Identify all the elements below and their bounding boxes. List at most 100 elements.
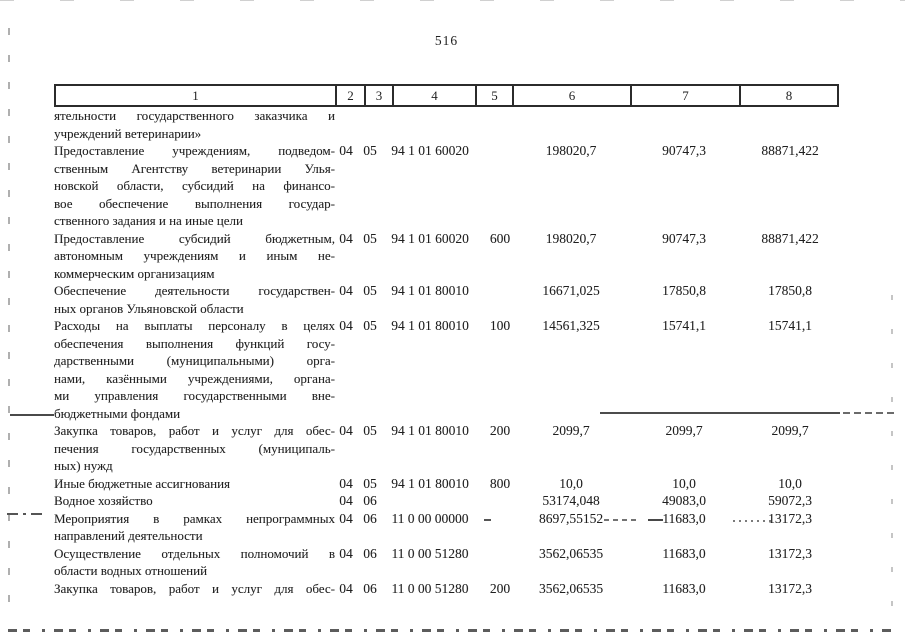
row-title-line: Предоставление субсидий бюджетным, xyxy=(54,230,335,246)
cell-c3: 06 xyxy=(363,510,377,526)
table-row: Закупка товаров, работ и услуг для обес-… xyxy=(54,580,839,598)
scan-artifact-left-margin-dots xyxy=(8,28,10,608)
cell-c6: 2099,7 xyxy=(552,423,590,438)
cell-c2: 04 xyxy=(339,143,353,158)
header-col-8: 8 xyxy=(739,86,837,105)
table-row: Предоставление субсидий бюджетным, автоно… xyxy=(54,230,839,283)
table-row: Иные бюджетные ассигнования 04 05 94 1 01 8… xyxy=(54,475,839,493)
row-title-line: Расходы на выплаты персоналу в целях xyxy=(54,318,335,333)
cell-c4: 11 0 00 00000 xyxy=(391,510,469,526)
table-row: Обеспечение деятельности государствен-ны… xyxy=(54,282,839,317)
cell-c2: 04 xyxy=(339,475,353,491)
row-title: Закупка товаров, работ и услуг для обес- xyxy=(54,580,335,598)
row-title-line: Иные бюджетные ассигнования xyxy=(54,475,231,491)
row-title-line: ятельности государственного заказчика и xyxy=(54,108,335,123)
cell-c4: 94 1 01 60020 xyxy=(391,143,469,158)
table-row: Водное хозяйство 04 06 53174,048 49083,0 5907… xyxy=(54,492,839,510)
cell-c8: 88871,422 xyxy=(761,230,819,246)
table-row: Расходы на выплаты персоналу в целях обес… xyxy=(54,317,839,422)
cell-c6: 3562,06535 xyxy=(538,580,604,596)
scan-artifact-bottom-noise xyxy=(8,629,896,632)
row-title-line: Обеспечение деятельности государствен- xyxy=(54,283,335,298)
row-title-line: коммерческим организациям xyxy=(54,265,215,281)
cell-c6: 16671,025 xyxy=(542,283,600,298)
cell-c2: 04 xyxy=(339,283,353,298)
cell-c5: 200 xyxy=(489,580,511,596)
cell-c7: 90747,3 xyxy=(662,143,706,158)
scan-artifact-mid-rule-tail xyxy=(843,412,895,414)
cell-c3: 06 xyxy=(363,545,377,561)
cell-c8: 59072,3 xyxy=(768,493,812,508)
row-title-line: направлений деятельности xyxy=(54,528,203,543)
table-row: Закупка товаров, работ и услуг для обес-… xyxy=(54,422,839,475)
cell-c5: 600 xyxy=(489,230,511,246)
row-title-line: новской области, субсидий на финансо- xyxy=(54,178,335,193)
cell-c8: 13172,3 xyxy=(768,545,812,561)
row-title-line: Закупка товаров, работ и услуг для обес- xyxy=(54,423,335,438)
cell-c2: 04 xyxy=(339,580,353,596)
cell-c6: 53174,048 xyxy=(542,493,600,508)
cell-c6: 8697,55152 xyxy=(538,510,604,526)
cell-c5: 200 xyxy=(489,423,511,438)
row-title: Мероприятия в рамках непрограммных направ… xyxy=(54,510,335,545)
cell-c2: 04 xyxy=(339,510,353,526)
cell-c4: 94 1 01 80010 xyxy=(391,318,469,333)
row-title-line: печения государственных (муниципаль- xyxy=(54,440,335,456)
cell-c8: 2099,7 xyxy=(771,423,809,438)
row-title: Расходы на выплаты персоналу в целях обес… xyxy=(54,317,335,422)
scan-artifact-left-dashdot xyxy=(7,513,45,515)
header-col-2: 2 xyxy=(335,86,364,105)
cell-c4: 94 1 01 80010 xyxy=(391,423,469,438)
cell-c6: 198020,7 xyxy=(545,143,597,158)
cell-c6: 198020,7 xyxy=(545,230,597,246)
cell-c2: 04 xyxy=(339,230,353,246)
row-title-line: обеспечения выполнения функций госу- xyxy=(54,335,335,351)
header-col-4: 4 xyxy=(392,86,475,105)
cell-c2: 04 xyxy=(339,545,353,561)
cell-c7: 11683,0 xyxy=(662,545,706,561)
row-title-line: Закупка товаров, работ и услуг для обес- xyxy=(54,580,335,596)
cell-c8: 88871,422 xyxy=(761,143,819,158)
row-title-line: бюджетными фондами xyxy=(54,405,181,421)
cell-c3: 05 xyxy=(363,230,377,246)
row-title: Предоставление субсидий бюджетным, автоно… xyxy=(54,230,335,283)
scan-artifact-left-rule xyxy=(10,414,54,416)
cell-c7: 2099,7 xyxy=(665,423,703,438)
cell-c3: 05 xyxy=(363,283,377,298)
table-row: Предоставление учреждениям, подведом-ств… xyxy=(54,142,839,230)
cell-c3: 06 xyxy=(363,580,377,596)
cell-c7: 17850,8 xyxy=(662,283,706,298)
cell-c3: 06 xyxy=(363,493,377,508)
header-col-1: 1 xyxy=(192,88,199,103)
cell-c8: 13172,3 xyxy=(768,510,812,526)
cell-c8: 17850,8 xyxy=(768,283,812,298)
header-col-7: 7 xyxy=(630,86,739,105)
row-title-line: ми управления государственными вне- xyxy=(54,388,335,403)
cell-c2: 04 xyxy=(339,423,353,438)
header-col-6: 6 xyxy=(512,86,630,105)
cell-c8: 15741,1 xyxy=(768,318,812,333)
table-header-row: 1 2 3 4 5 6 7 8 xyxy=(54,84,839,107)
cell-c4: 94 1 01 80010 xyxy=(391,475,469,491)
row-title-line: ных) нужд xyxy=(54,458,113,473)
cell-c4: 11 0 00 51280 xyxy=(391,545,469,561)
cell-c6: 10,0 xyxy=(559,475,583,491)
row-title: Обеспечение деятельности государствен-ны… xyxy=(54,282,335,317)
table-row: ятельности государственного заказчика и у… xyxy=(54,107,839,142)
cell-c7: 15741,1 xyxy=(662,318,706,333)
scan-artifact-top-edge xyxy=(0,0,905,1)
row-title: Предоставление учреждениям, подведом-ств… xyxy=(54,142,335,230)
cell-c5: 800 xyxy=(489,475,511,491)
row-title-line: вое обеспечение выполнения государ- xyxy=(54,195,335,211)
cell-c2: 04 xyxy=(339,318,353,333)
row-title-line: Водное хозяйство xyxy=(54,493,153,508)
cell-c3: 05 xyxy=(363,475,377,491)
row-title-line: ственного задания и на иные цели xyxy=(54,213,243,228)
scan-artifact-right-margin-dots xyxy=(891,295,893,635)
table-body: ятельности государственного заказчика и у… xyxy=(54,107,839,597)
cell-c8: 10,0 xyxy=(778,475,802,491)
cell-c6: 3562,06535 xyxy=(538,545,604,561)
table-row: Мероприятия в рамках непрограммных направ… xyxy=(54,510,839,545)
cell-c3: 05 xyxy=(363,143,377,158)
